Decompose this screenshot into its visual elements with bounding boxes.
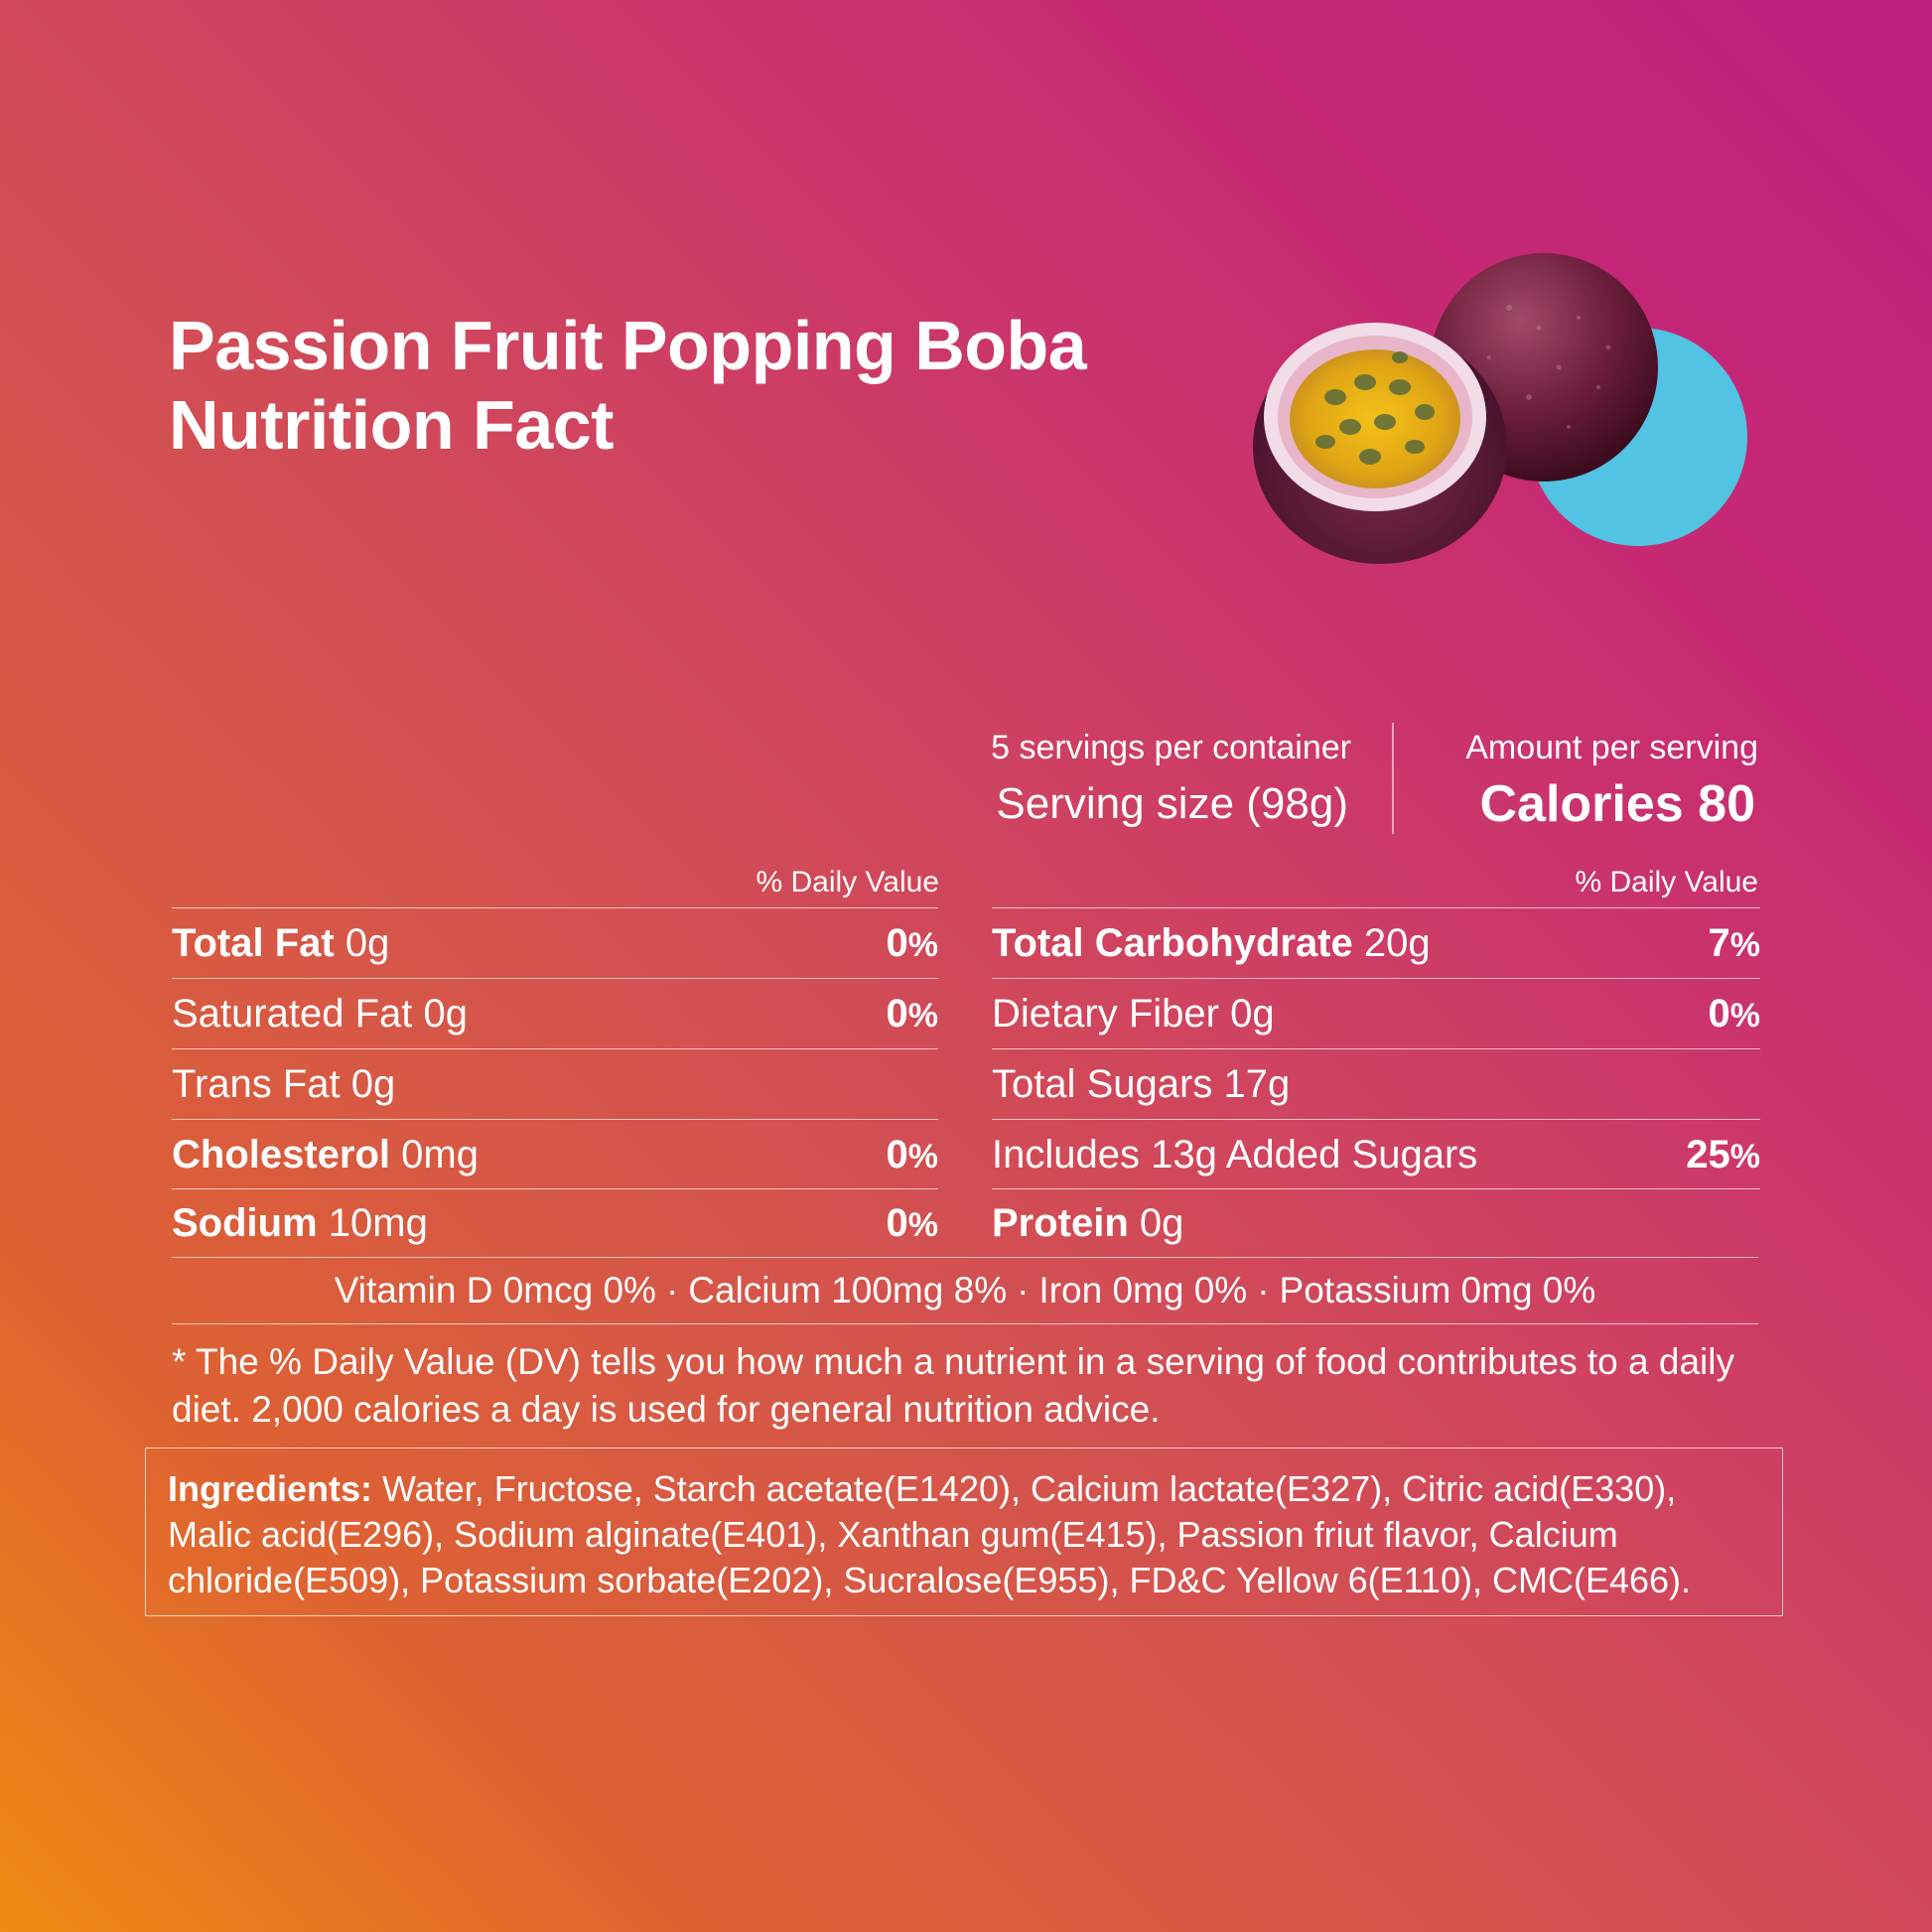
- nutrient-daily-value: 0%: [887, 1133, 938, 1177]
- daily-value-footnote: * The % Daily Value (DV) tells you how m…: [172, 1341, 1734, 1430]
- daily-value-number: 0: [886, 1132, 908, 1176]
- daily-value-number: 0: [1708, 992, 1730, 1035]
- nutrient-name: Trans Fat 0g: [172, 1062, 395, 1107]
- ingredients-text: Water, Fructose, Starch acetate(E1420), …: [168, 1468, 1692, 1600]
- daily-value-header-left: % Daily Value: [756, 866, 939, 898]
- nutrient-name: Saturated Fat 0g: [172, 992, 468, 1036]
- vitamin-item: Vitamin D 0mcg 0%: [334, 1270, 656, 1311]
- percent-sign: %: [1729, 1137, 1760, 1175]
- title-line-2: Nutrition Fact: [169, 386, 614, 464]
- vitamin-separator: ·: [665, 1270, 679, 1311]
- nutrient-amount: 20g: [1352, 921, 1431, 965]
- percent-sign: %: [907, 1137, 938, 1175]
- nutrient-row: Dietary Fiber 0g 0%: [992, 978, 1760, 1049]
- nutrient-amount: 10mg: [317, 1201, 428, 1245]
- daily-value-header-right: % Daily Value: [1575, 866, 1758, 898]
- nutrient-name: Dietary Fiber 0g: [992, 992, 1275, 1036]
- daily-value-number: 0: [886, 921, 908, 965]
- vitamin-separator: ·: [1017, 1270, 1030, 1311]
- daily-value-number: 0: [886, 992, 908, 1035]
- percent-sign: %: [1729, 926, 1760, 964]
- nutrient-name: Total Carbohydrate 20g: [992, 921, 1431, 966]
- nutrient-row: Saturated Fat 0g 0%: [172, 978, 938, 1049]
- nutrient-amount: 0g: [1128, 1201, 1184, 1245]
- nutrient-amount: 17g: [1212, 1062, 1291, 1106]
- nutrient-label: Cholesterol: [172, 1132, 391, 1176]
- nutrient-row: Sodium 10mg 0%: [172, 1188, 938, 1258]
- nutrient-name: Protein 0g: [992, 1201, 1183, 1246]
- nutrient-label: Total Fat: [172, 921, 335, 965]
- nutrient-daily-value: 25%: [1686, 1133, 1760, 1177]
- percent-sign: %: [1729, 997, 1760, 1035]
- vitamin-item: Iron 0mg 0%: [1038, 1270, 1248, 1311]
- nutrient-row: Total Fat 0g 0%: [172, 907, 938, 979]
- vitamin-separator: ·: [1257, 1270, 1270, 1311]
- nutrient-row: Trans Fat 0g: [172, 1048, 938, 1120]
- nutrient-label: Sodium: [172, 1201, 318, 1245]
- nutrient-label: Dietary Fiber: [992, 992, 1219, 1035]
- nutrient-amount: 0g: [340, 1062, 396, 1106]
- page-title: Passion Fruit Popping Boba Nutrition Fac…: [169, 306, 1087, 465]
- nutrient-name: Cholesterol 0mg: [172, 1133, 479, 1177]
- nutrient-name: Total Fat 0g: [172, 921, 389, 966]
- daily-value-number: 0: [886, 1201, 908, 1245]
- nutrient-daily-value: 0%: [887, 921, 938, 966]
- vitamin-item: Potassium 0mg 0%: [1279, 1270, 1596, 1311]
- daily-value-number: 7: [1708, 921, 1730, 965]
- nutrient-row: Includes 13g Added Sugars 25%: [992, 1119, 1760, 1189]
- nutrient-amount: 0g: [1218, 992, 1275, 1035]
- nutrient-amount: 0g: [412, 992, 468, 1035]
- nutrient-row: Total Carbohydrate 20g 7%: [992, 907, 1760, 979]
- passion-fruit-image: [1253, 253, 1747, 564]
- nutrient-row: Protein 0g: [992, 1188, 1760, 1258]
- nutrient-amount: 0mg: [390, 1132, 479, 1176]
- nutrient-row: Cholesterol 0mg 0%: [172, 1119, 938, 1189]
- nutrient-daily-value: 7%: [1709, 921, 1760, 966]
- nutrient-daily-value: 0%: [887, 992, 938, 1036]
- daily-value-number: 25: [1686, 1132, 1730, 1176]
- nutrient-daily-value: 0%: [1709, 992, 1760, 1036]
- vitamin-item: Calcium 100mg 8%: [688, 1270, 1008, 1311]
- nutrient-label: Trans Fat: [172, 1062, 341, 1106]
- calories: Calories 80: [1479, 775, 1756, 833]
- nutrient-name: Total Sugars 17g: [992, 1062, 1290, 1107]
- percent-sign: %: [907, 1206, 938, 1244]
- nutrient-label: Protein: [992, 1201, 1129, 1245]
- nutrient-name: Includes 13g Added Sugars: [992, 1133, 1477, 1177]
- ingredients-box: Ingredients: Water, Fructose, Starch ace…: [145, 1448, 1783, 1616]
- servings-per-container: 5 servings per container: [991, 729, 1351, 766]
- percent-sign: %: [907, 997, 938, 1035]
- ingredients-label: Ingredients:: [168, 1468, 373, 1509]
- nutrient-daily-value: 0%: [887, 1201, 938, 1246]
- nutrient-label: Includes 13g Added Sugars: [992, 1132, 1478, 1176]
- nutrient-label: Total Sugars: [992, 1062, 1213, 1106]
- nutrient-row: Total Sugars 17g: [992, 1048, 1760, 1120]
- title-line-1: Passion Fruit Popping Boba: [169, 307, 1087, 384]
- header-divider: [1392, 723, 1394, 834]
- nutrient-label: Saturated Fat: [172, 992, 413, 1035]
- vitamins-line: Vitamin D 0mcg 0% · Calcium 100mg 8% · Iron …: [172, 1257, 1758, 1324]
- nutrient-label: Total Carbohydrate: [992, 921, 1353, 965]
- nutrient-amount: 0g: [334, 921, 390, 965]
- amount-per-serving-label: Amount per serving: [1465, 729, 1758, 766]
- percent-sign: %: [907, 926, 938, 964]
- nutrient-name: Sodium 10mg: [172, 1201, 428, 1246]
- serving-size: Serving size (98g): [996, 779, 1348, 828]
